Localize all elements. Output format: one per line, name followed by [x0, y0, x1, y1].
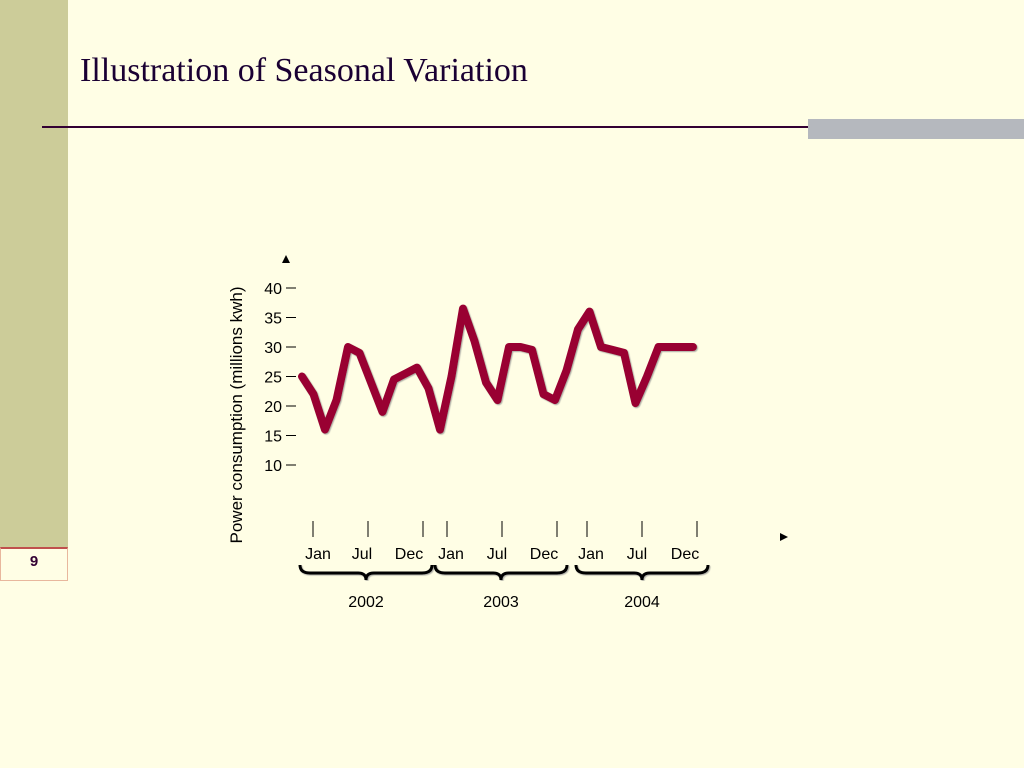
y-tick-label: 30 — [264, 340, 282, 357]
title-accent-bar — [808, 119, 1024, 139]
x-tick-label: Jul — [352, 546, 372, 563]
year-brace — [433, 564, 569, 581]
year-label: 2002 — [348, 594, 384, 611]
y-tick-label: 25 — [264, 370, 282, 387]
year-brace — [574, 564, 710, 581]
x-tick-label: Jul — [487, 546, 507, 563]
year-brace — [298, 564, 434, 581]
series-line — [298, 304, 697, 434]
x-axis-arrow — [780, 533, 788, 541]
x-tick-label: Jul — [627, 546, 647, 563]
slide-number: 9 — [29, 553, 39, 570]
y-tick-label: 15 — [264, 429, 282, 446]
year-label: 2004 — [624, 594, 660, 611]
year-label: 2003 — [483, 594, 519, 611]
x-tick-label: Jan — [438, 546, 464, 563]
y-tick-label: 10 — [264, 458, 282, 475]
sidebar-bar — [0, 0, 68, 548]
x-tick-label: Jan — [305, 546, 331, 563]
y-tick-label: 35 — [264, 311, 282, 328]
y-tick-label: 40 — [264, 281, 282, 298]
x-tick-label: Dec — [671, 546, 699, 563]
x-tick-label: Dec — [395, 546, 423, 563]
x-tick-label: Dec — [530, 546, 558, 563]
y-axis-arrow — [282, 255, 290, 263]
slide-title: Illustration of Seasonal Variation — [80, 52, 528, 89]
slide-number-box — [0, 547, 68, 581]
title-rule — [42, 126, 1024, 128]
x-tick-label: Jan — [578, 546, 604, 563]
y-tick-label: 20 — [264, 399, 282, 416]
y-axis-label: Power consumption (millions kwh) — [227, 287, 246, 544]
